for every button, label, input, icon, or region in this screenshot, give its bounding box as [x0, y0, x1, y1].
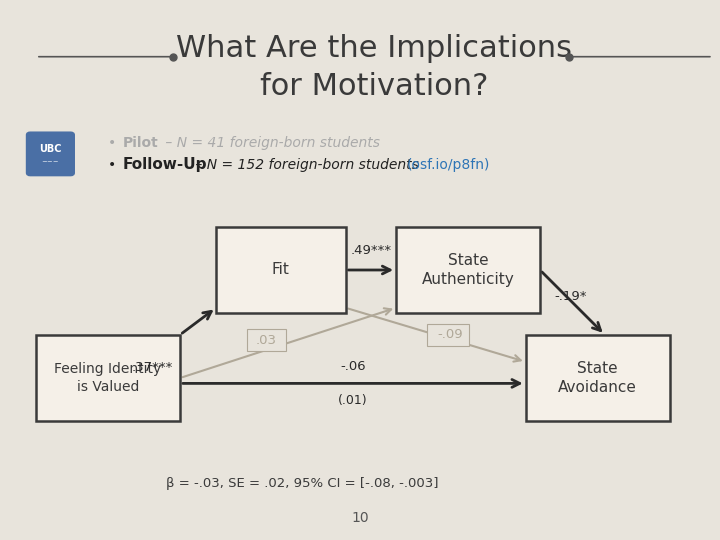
Text: for Motivation?: for Motivation? [260, 72, 489, 101]
Text: What Are the Implications: What Are the Implications [176, 34, 572, 63]
Text: Feeling Identity
is Valued: Feeling Identity is Valued [55, 362, 161, 394]
Text: 10: 10 [351, 511, 369, 525]
Text: .49***: .49*** [350, 244, 392, 256]
Text: – N = 41 foreign-born students: – N = 41 foreign-born students [161, 136, 379, 150]
FancyBboxPatch shape [396, 227, 540, 313]
Text: -.06: -.06 [340, 360, 366, 373]
Text: Pilot: Pilot [122, 136, 158, 150]
Text: State
Avoidance: State Avoidance [558, 361, 637, 395]
Text: Follow-Up: Follow-Up [122, 157, 207, 172]
Text: -.19*: -.19* [554, 291, 587, 303]
Text: (osf.io/p8fn): (osf.io/p8fn) [407, 158, 490, 172]
Text: .37***: .37*** [132, 361, 173, 374]
Text: -.09: -.09 [437, 328, 463, 341]
Text: UBC: UBC [39, 144, 62, 153]
FancyBboxPatch shape [27, 132, 74, 176]
FancyBboxPatch shape [36, 335, 180, 421]
Text: •: • [108, 136, 121, 150]
Text: (.01): (.01) [338, 394, 368, 407]
Text: – N = 152 foreign-born students: – N = 152 foreign-born students [191, 158, 423, 172]
Text: β = -.03, SE = .02, 95% CI = [-.08, -.003]: β = -.03, SE = .02, 95% CI = [-.08, -.00… [166, 477, 438, 490]
Text: ~~~: ~~~ [42, 159, 59, 165]
Text: .03: .03 [256, 334, 277, 347]
Text: Fit: Fit [272, 262, 289, 278]
FancyBboxPatch shape [526, 335, 670, 421]
FancyBboxPatch shape [247, 329, 286, 351]
FancyBboxPatch shape [427, 324, 469, 346]
Text: •: • [108, 158, 121, 172]
FancyBboxPatch shape [216, 227, 346, 313]
Text: State
Authenticity: State Authenticity [422, 253, 514, 287]
